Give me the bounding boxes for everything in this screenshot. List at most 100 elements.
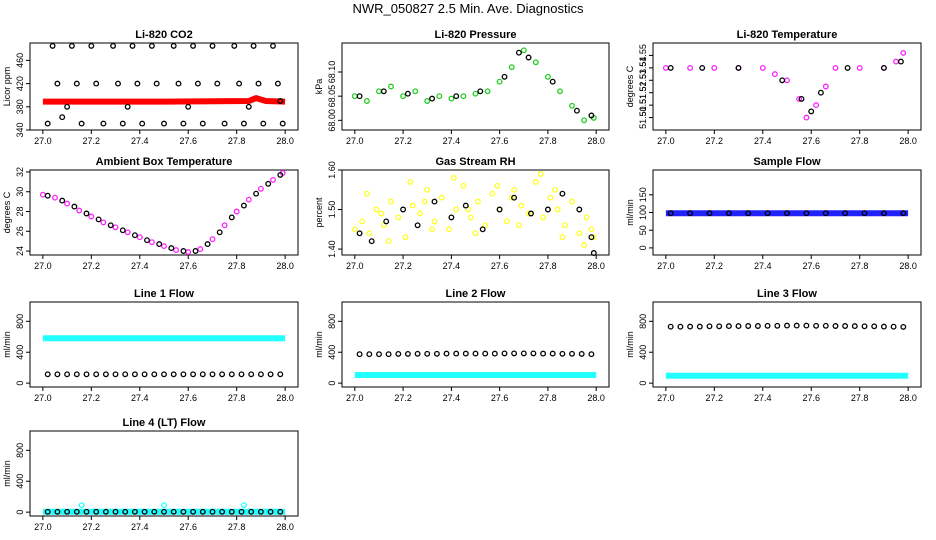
data-point-sample xyxy=(540,350,547,357)
data-point-sample xyxy=(725,210,732,217)
data-point-reference xyxy=(508,194,515,201)
data-point-sample xyxy=(49,42,56,49)
data-point-sample xyxy=(496,206,503,213)
data-point-sample xyxy=(267,371,274,378)
data-point-reference xyxy=(711,64,718,71)
data-point-reference xyxy=(581,117,588,124)
y-tick-label: 26 xyxy=(15,226,25,236)
main-title: NWR_050827 2.5 Min. Ave. Diagnostics xyxy=(352,1,584,16)
y-tick-label: 420 xyxy=(15,76,25,91)
data-point-sample xyxy=(900,210,907,217)
data-point-sample xyxy=(687,210,694,217)
data-point-sample xyxy=(131,371,138,378)
data-point-sample xyxy=(414,222,421,229)
chart-title: Li-820 CO2 xyxy=(135,29,192,41)
data-point-reference xyxy=(402,234,409,241)
data-point-reference xyxy=(378,210,385,217)
data-point-sample xyxy=(253,190,260,197)
data-point-reference xyxy=(233,208,240,215)
x-tick-label: 28.0 xyxy=(276,522,294,532)
data-point-sample xyxy=(204,241,211,248)
data-point-sample xyxy=(180,508,187,515)
data-point-reference xyxy=(503,218,510,225)
data-point-sample xyxy=(112,371,119,378)
data-point-reference xyxy=(482,222,489,229)
data-point-sample xyxy=(525,54,532,61)
data-point-sample xyxy=(54,371,61,378)
data-point-sample xyxy=(122,508,129,515)
data-point-sample xyxy=(385,351,392,358)
data-point-reference xyxy=(496,78,503,85)
y-axis-label: ml/min xyxy=(2,460,12,487)
data-point-reference xyxy=(583,214,590,221)
data-point-sample xyxy=(257,371,264,378)
data-point-sample xyxy=(102,371,109,378)
data-point-sample xyxy=(78,120,85,127)
x-tick-label: 28.0 xyxy=(276,261,294,271)
data-point-sample xyxy=(71,203,78,210)
y-tick-label: 51.50 xyxy=(638,106,648,129)
data-point-sample xyxy=(414,350,421,357)
data-point-sample xyxy=(433,350,440,357)
x-tick-label: 27.8 xyxy=(539,136,557,146)
data-point-sample xyxy=(95,216,102,223)
data-point-reference xyxy=(185,249,192,255)
y-tick-label: 30 xyxy=(15,187,25,197)
data-point-reference xyxy=(409,202,416,209)
chart-title: Line 2 Flow xyxy=(446,288,506,300)
data-point-sample xyxy=(588,234,595,241)
y-axis-label: ml/min xyxy=(2,331,12,358)
chart-title: Ambient Box Temperature xyxy=(96,156,233,168)
x-tick-label: 28.0 xyxy=(587,261,605,271)
x-tick-label: 27.2 xyxy=(394,393,412,403)
x-tick-label: 27.6 xyxy=(802,393,820,403)
data-point-reference xyxy=(257,185,264,192)
data-point-sample xyxy=(716,323,723,330)
data-point-sample xyxy=(588,351,595,358)
data-point-sample xyxy=(472,350,479,357)
data-point-sample xyxy=(190,371,197,378)
plot-frame xyxy=(341,301,610,388)
data-point-spikes xyxy=(240,502,247,509)
x-tick-label: 27.2 xyxy=(706,261,724,271)
data-point-reference xyxy=(221,222,228,229)
data-point-sample xyxy=(808,108,815,115)
plot-frame xyxy=(29,430,299,517)
data-point-sample xyxy=(842,323,849,329)
data-point-reference xyxy=(385,238,392,245)
chart-pressure: Li-820 Pressure 27.0 27.2 27.4 27.6 27.8 28.0 6… xyxy=(314,29,610,146)
data-point-sample xyxy=(482,350,489,357)
data-point-sample xyxy=(404,90,411,97)
chart-title: Li-820 Temperature xyxy=(737,29,838,41)
y-tick-label: 51.55 xyxy=(638,44,648,67)
data-point-sample xyxy=(161,371,167,378)
data-point-sample xyxy=(93,80,100,87)
x-tick-label: 28.0 xyxy=(899,393,917,403)
data-point-sample xyxy=(156,241,163,248)
data-point-sample xyxy=(134,80,141,87)
y-tick-label: 380 xyxy=(15,99,25,114)
data-point-sample xyxy=(764,322,771,329)
data-point-reference xyxy=(511,186,518,193)
data-point-reference xyxy=(436,93,443,100)
data-point-reference xyxy=(270,176,276,183)
data-point-reference xyxy=(407,178,414,185)
x-tick-label: 28.0 xyxy=(587,393,605,403)
data-point-sample xyxy=(255,80,262,87)
data-point-sample xyxy=(431,198,438,205)
data-point-sample xyxy=(368,238,375,245)
data-point-reference xyxy=(197,246,204,253)
data-point-reference xyxy=(39,191,46,198)
data-point-reference xyxy=(489,190,496,197)
y-tick-label: 340 xyxy=(15,122,25,137)
data-point-reference xyxy=(796,95,803,102)
data-point-reference xyxy=(662,64,669,71)
data-point-sample xyxy=(73,371,80,378)
data-point-sample xyxy=(667,323,674,330)
data-point-sample xyxy=(404,350,411,357)
data-point-sample xyxy=(277,98,284,104)
data-point-sample xyxy=(231,42,238,49)
y-tick-label: 51.52 xyxy=(638,81,648,104)
data-point-sample xyxy=(822,322,829,329)
data-point-reference xyxy=(424,98,431,104)
